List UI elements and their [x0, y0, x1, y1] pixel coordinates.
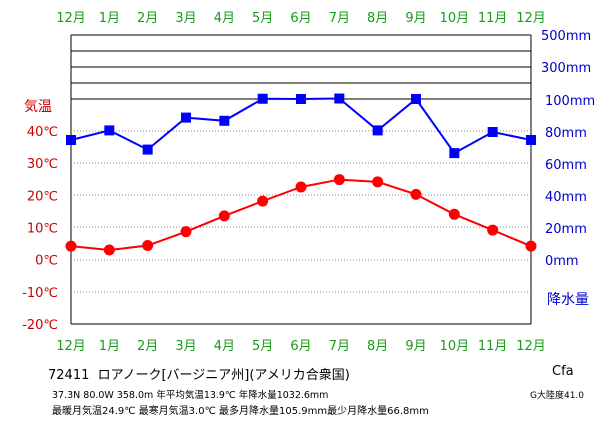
temperature-axis-label: 気温 — [24, 99, 52, 115]
bottom-month-label: 12月 — [56, 339, 86, 354]
precipitation-point — [411, 94, 421, 104]
temperature-tick-label: 30℃ — [27, 157, 58, 172]
temperature-tick-label: 20℃ — [27, 189, 58, 204]
bottom-month-label: 4月 — [214, 339, 235, 354]
temperature-tick-label: 0℃ — [35, 254, 58, 269]
bottom-month-label: 5月 — [252, 339, 273, 354]
top-month-label: 9月 — [405, 11, 426, 26]
top-month-label: 4月 — [214, 11, 235, 26]
precipitation-tick-label: 80mm — [545, 126, 587, 141]
chart-grid — [70, 34, 532, 325]
precipitation-line — [70, 97, 532, 155]
bottom-month-label: 1月 — [99, 339, 120, 354]
temperature-point — [103, 244, 115, 256]
station-id: 72411 — [48, 368, 90, 383]
temperature-point — [142, 240, 154, 252]
bottom-month-label: 8月 — [367, 339, 388, 354]
temperature-point — [180, 226, 192, 238]
station-stats-line1: 37.3N 80.0W 358.0m 年平均気温13.9℃ 年降水量1032.6… — [52, 387, 328, 401]
temperature-point — [218, 210, 230, 222]
temperature-series — [65, 174, 537, 256]
precipitation-tick-label: 60mm — [545, 158, 587, 173]
top-month-label: 3月 — [175, 11, 196, 26]
precipitation-series — [66, 93, 536, 159]
temperature-tick-label: 40℃ — [27, 125, 58, 140]
bottom-month-labels: 12月 1月 2月 3月 4月 5月 6月 7月 8月 9月 10月 11月 12月 — [56, 339, 546, 354]
precipitation-axis-ticks: 100mm 80mm 60mm 40mm 20mm 0mm 500mm 300mm — [541, 29, 595, 269]
temperature-point — [65, 240, 77, 252]
bottom-month-label: 9月 — [405, 339, 426, 354]
precipitation-point — [66, 135, 76, 145]
precipitation-point — [526, 135, 536, 145]
top-month-label: 11月 — [478, 11, 508, 26]
warmest-month: 最暖月気温24.9℃ — [52, 406, 136, 417]
temperature-axis-ticks: 40℃ 30℃ 20℃ 10℃ 0℃ -10℃ -20℃ — [22, 125, 58, 333]
precipitation-point — [142, 144, 153, 155]
precipitation-tick-label: 20mm — [545, 222, 587, 237]
precipitation-tick-label: 40mm — [545, 190, 587, 205]
temperature-point — [257, 195, 269, 207]
precipitation-point — [487, 127, 498, 137]
station-title: 72411 ロアノーク[バージニア州](アメリカ合衆国) — [48, 364, 350, 383]
temperature-point — [295, 181, 307, 193]
temperature-point — [487, 224, 499, 236]
bottom-month-label: 3月 — [175, 339, 196, 354]
station-coords: 37.3N 80.0W 358.0m — [52, 390, 154, 401]
annual-precip: 年降水量1032.6mm — [238, 390, 329, 401]
bottom-month-label: 12月 — [516, 339, 546, 354]
top-month-label: 6月 — [290, 11, 311, 26]
temperature-tick-label: 10℃ — [27, 222, 58, 237]
temperature-tick-label: -10℃ — [22, 286, 58, 301]
temperature-point — [525, 240, 537, 252]
driest-month: 最少月降水量66.8mm — [327, 406, 429, 417]
precipitation-axis-label: 降水量 — [547, 292, 589, 308]
top-month-label: 2月 — [137, 11, 158, 26]
bottom-month-label: 7月 — [329, 339, 350, 354]
precipitation-point — [181, 112, 191, 123]
bottom-month-label: 11月 — [478, 339, 508, 354]
precipitation-point — [372, 125, 383, 136]
bottom-month-label: 10月 — [440, 339, 470, 354]
precipitation-tick-label: 100mm — [545, 94, 595, 109]
station-stats-line2: 最暖月気温24.9℃ 最寒月気温3.0℃ 最多月降水量105.9mm最少月降水量… — [52, 402, 429, 417]
precipitation-tick-label: 500mm — [541, 29, 591, 44]
top-month-labels: 12月 1月 2月 3月 4月 5月 6月 7月 8月 9月 10月 11月 12月 — [56, 11, 546, 26]
precipitation-tick-label: 0mm — [545, 254, 579, 269]
top-month-label: 1月 — [99, 11, 120, 26]
temperature-tick-label: -20℃ — [22, 318, 58, 333]
top-month-label: 7月 — [329, 11, 350, 26]
precipitation-point — [449, 148, 460, 159]
temperature-point — [372, 176, 384, 188]
station-name: ロアノーク[バージニア州](アメリカ合衆国) — [97, 368, 350, 383]
precipitation-point — [219, 115, 230, 126]
top-month-label: 12月 — [56, 11, 86, 26]
continentality-index: G大陸度41.0 — [530, 391, 585, 401]
precipitation-tick-label: 300mm — [541, 61, 591, 76]
top-month-label: 12月 — [516, 11, 546, 26]
temperature-point — [333, 174, 345, 186]
annual-temp: 年平均気温13.9℃ — [156, 390, 236, 401]
top-month-label: 5月 — [252, 11, 273, 26]
precipitation-point — [257, 93, 268, 104]
top-month-label: 8月 — [367, 11, 388, 26]
coldest-month: 最寒月気温3.0℃ — [138, 406, 216, 417]
bottom-month-label: 2月 — [137, 339, 158, 354]
wettest-month: 最多月降水量105.9mm — [219, 406, 328, 417]
temperature-point — [448, 208, 460, 220]
temperature-point — [410, 188, 422, 200]
top-month-label: 10月 — [440, 11, 470, 26]
bottom-month-label: 6月 — [290, 339, 311, 354]
precipitation-point — [296, 94, 306, 104]
precipitation-point — [334, 93, 345, 104]
precipitation-point — [104, 125, 115, 136]
koppen-code: Cfa — [552, 364, 574, 379]
